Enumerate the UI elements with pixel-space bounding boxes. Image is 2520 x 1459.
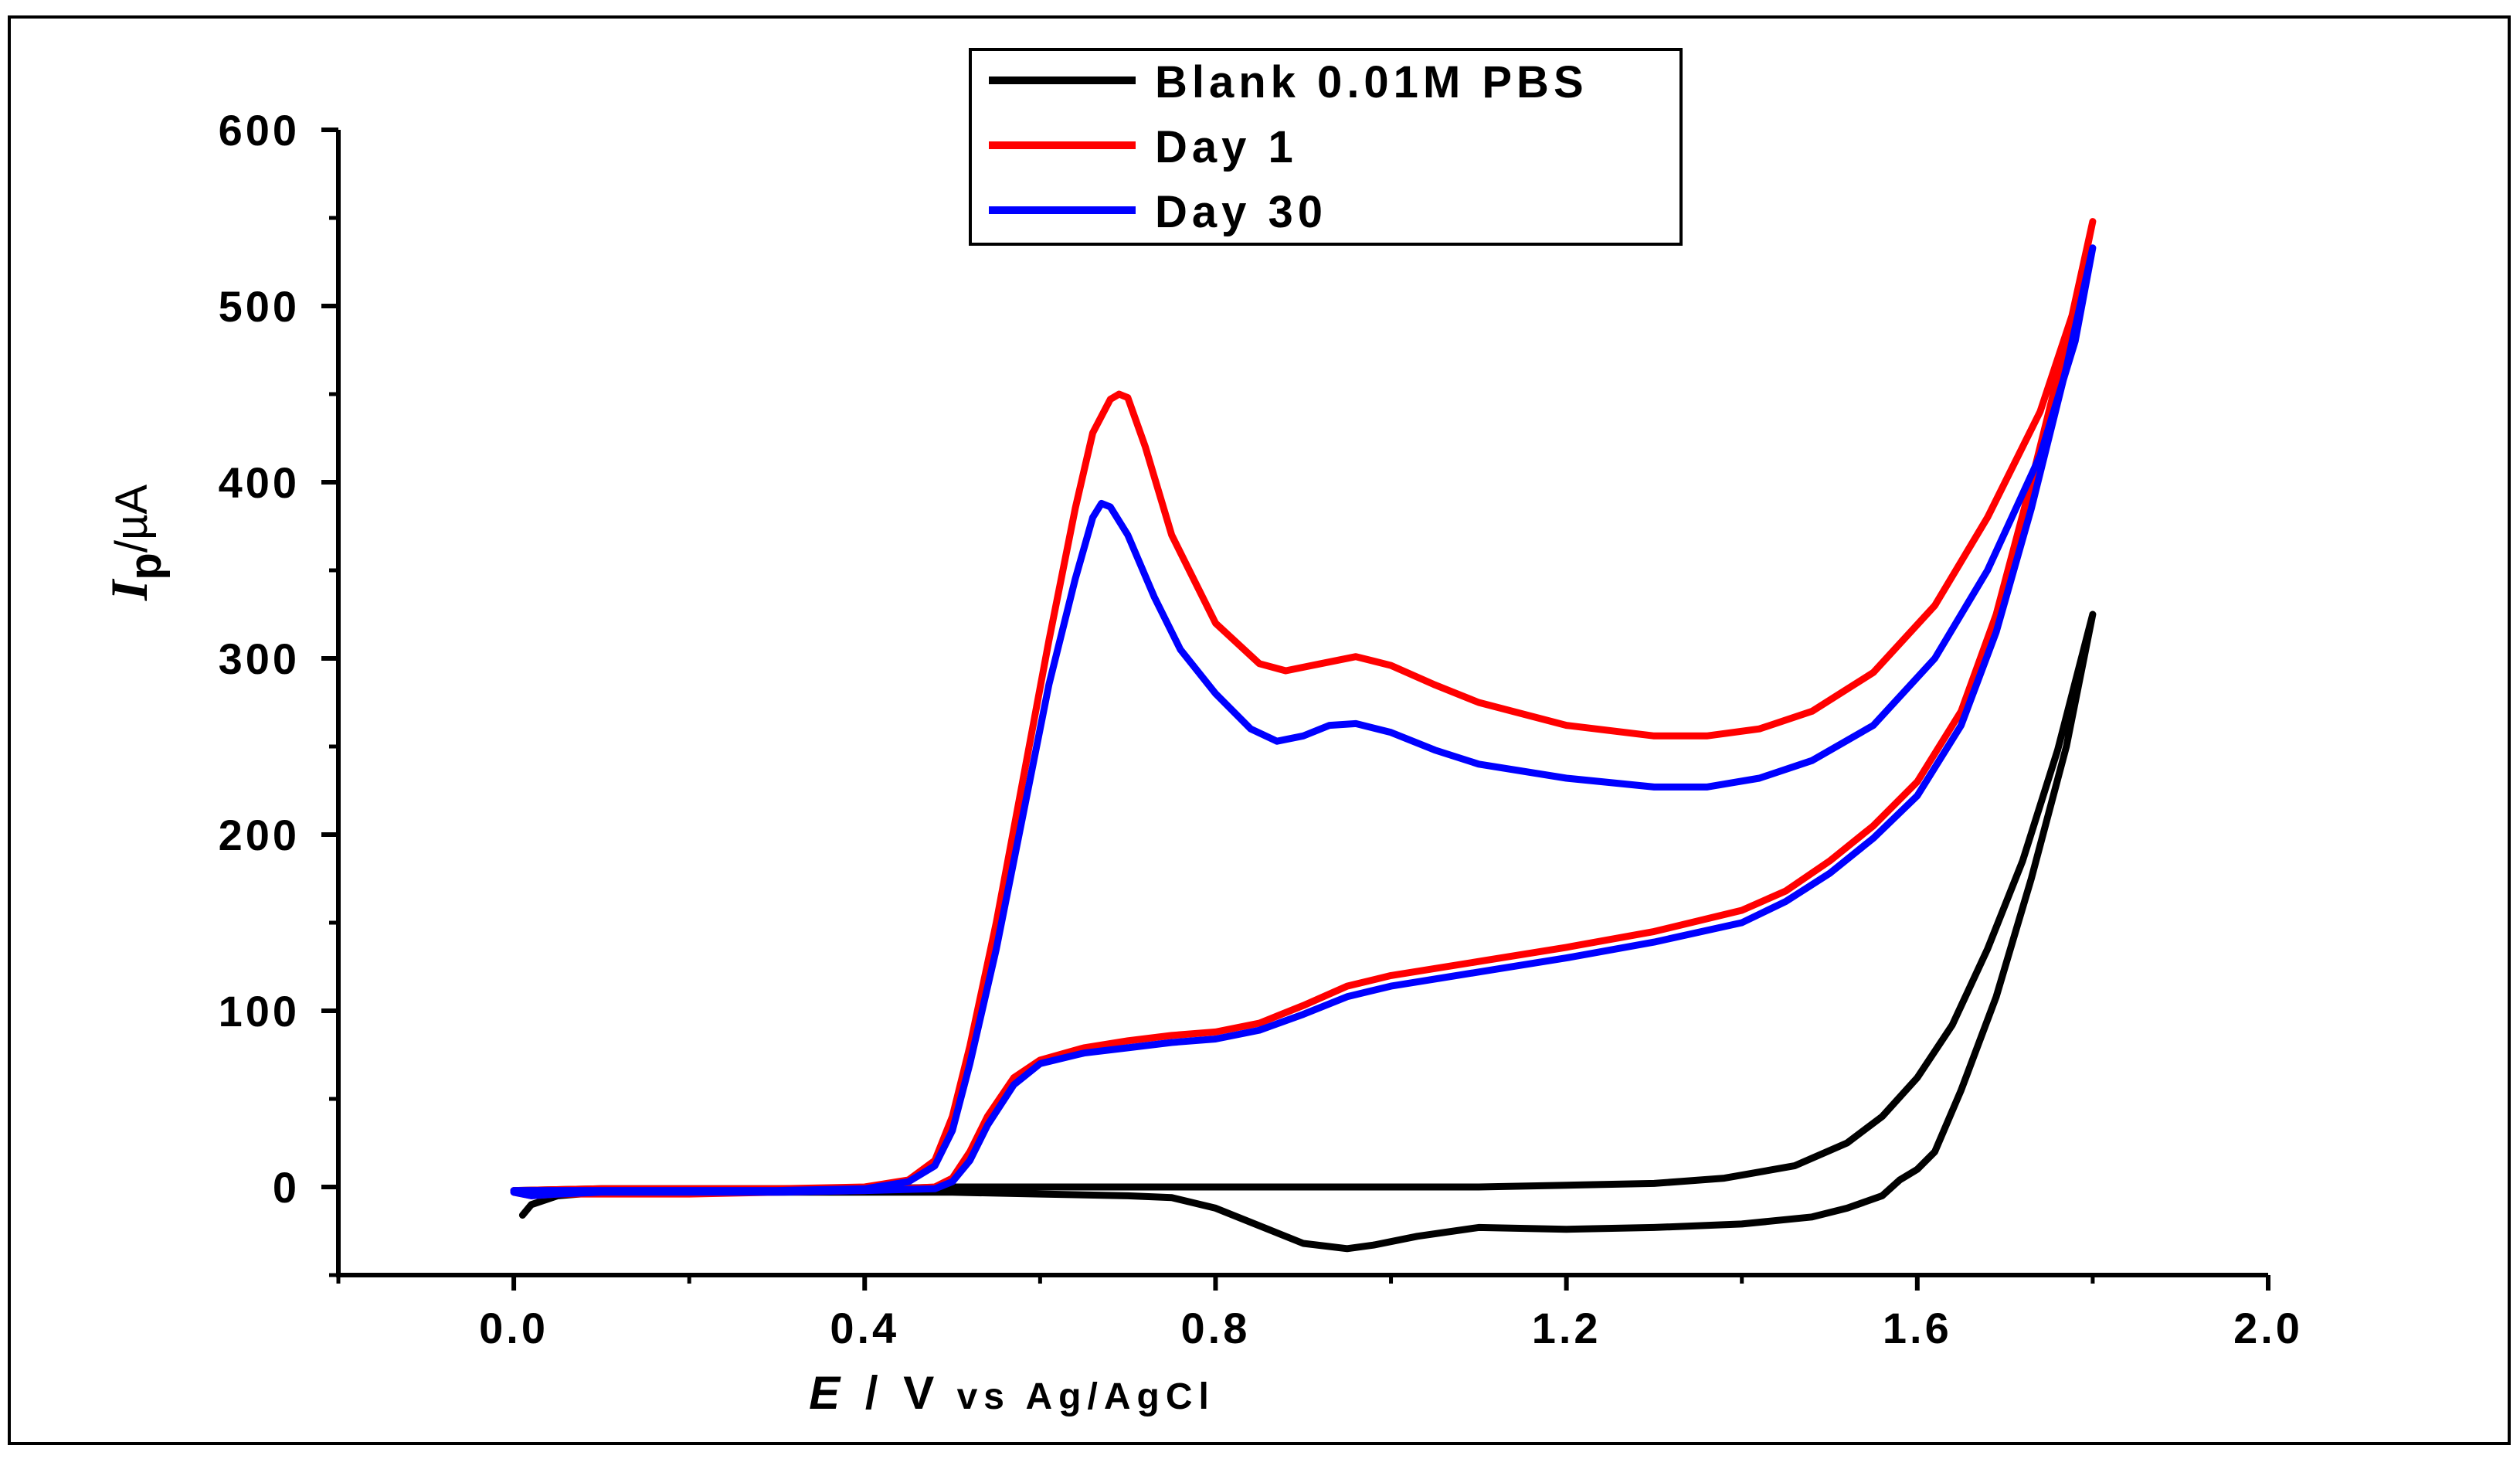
y-tick-label: 300 — [219, 634, 300, 683]
x-tick-label: 1.6 — [1883, 1304, 1952, 1352]
axes: 0.0 0.4 0.8 1.2 1.6 2.0 0 100 200 300 400 500 600 — [219, 106, 2303, 1352]
series-line-blank-0-01m-pbs — [510, 610, 2097, 1253]
x-tick-label: 0.0 — [479, 1304, 548, 1352]
x-tick-label: 0.4 — [830, 1304, 899, 1352]
y-tick-label: 400 — [219, 458, 300, 507]
y-axis-subscript: p — [121, 553, 171, 580]
y-tick-label: 600 — [219, 106, 300, 155]
legend-item: Day 30 — [989, 187, 1327, 237]
y-tick-label: 0 — [273, 1163, 300, 1212]
legend: Blank 0.01M PBS Day 1 Day 30 — [969, 48, 1683, 246]
y-axis-symbol: I — [100, 578, 158, 601]
x-tick-label: 1.2 — [1532, 1304, 1601, 1352]
y-tick-label: 200 — [219, 811, 300, 859]
x-axis-reference: vs Ag/AgCl — [940, 1376, 1215, 1417]
y-tick-label: 100 — [219, 987, 300, 1036]
x-tick-label: 0.8 — [1181, 1304, 1251, 1352]
x-axis-unit: / V — [846, 1367, 940, 1419]
series-line-day-30 — [510, 244, 2097, 1199]
legend-item: Blank 0.01M PBS — [989, 57, 1588, 107]
y-axis-unit: /µA — [107, 485, 157, 553]
legend-item: Day 1 — [989, 122, 1298, 172]
svg-text:Ip/µA: Ip/µA — [100, 485, 171, 601]
plot-area — [510, 218, 2097, 1253]
y-axis-label: Ip/µA — [100, 485, 171, 601]
x-axis-label: E / V vs Ag/AgCl — [809, 1367, 1215, 1419]
x-tick-label: 2.0 — [2233, 1304, 2303, 1352]
legend-label-day1: Day 1 — [1155, 122, 1298, 172]
x-axis-symbol: E — [809, 1367, 846, 1419]
legend-label-blank: Blank 0.01M PBS — [1155, 57, 1588, 107]
series-line-day-1 — [510, 218, 2097, 1199]
legend-label-day30: Day 30 — [1155, 187, 1327, 237]
y-tick-label: 500 — [219, 282, 300, 331]
